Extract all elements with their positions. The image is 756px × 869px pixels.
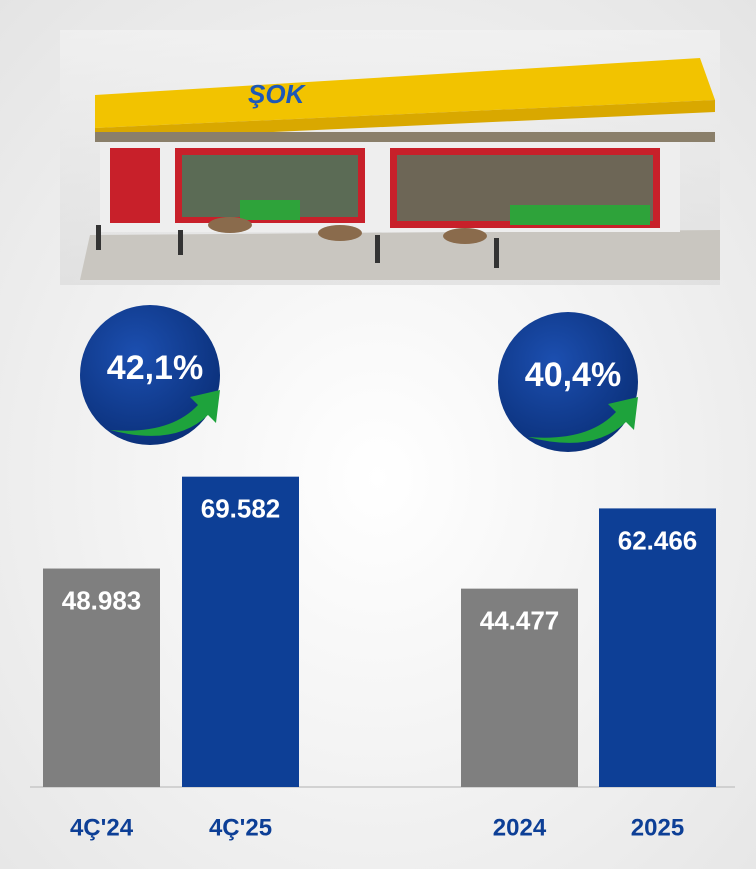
category-label: 2024 (493, 814, 547, 841)
category-label: 4Ç'24 (70, 814, 134, 841)
growth-label: 42,1% (107, 349, 203, 387)
chart: ŞOK 48.983 4Ç'24 69.582 4Ç'25 42,1% 44.477 202… (0, 0, 756, 869)
svg-text:ŞOK: ŞOK (248, 79, 307, 109)
category-label: 4Ç'25 (209, 814, 272, 841)
growth-badge: 40,4% (498, 312, 638, 452)
growth-badge: 42,1% (80, 305, 220, 445)
value-label: 48.983 (62, 585, 142, 615)
category-label: 2025 (631, 814, 684, 841)
value-label: 44.477 (480, 606, 560, 636)
store-photo: ŞOK (60, 30, 720, 285)
value-label: 62.466 (618, 525, 698, 555)
growth-label: 40,4% (525, 356, 621, 394)
value-label: 69.582 (201, 494, 281, 524)
page: ŞOK 48.983 4Ç'24 69.582 4Ç'25 42,1% 44.477 202… (0, 0, 756, 869)
